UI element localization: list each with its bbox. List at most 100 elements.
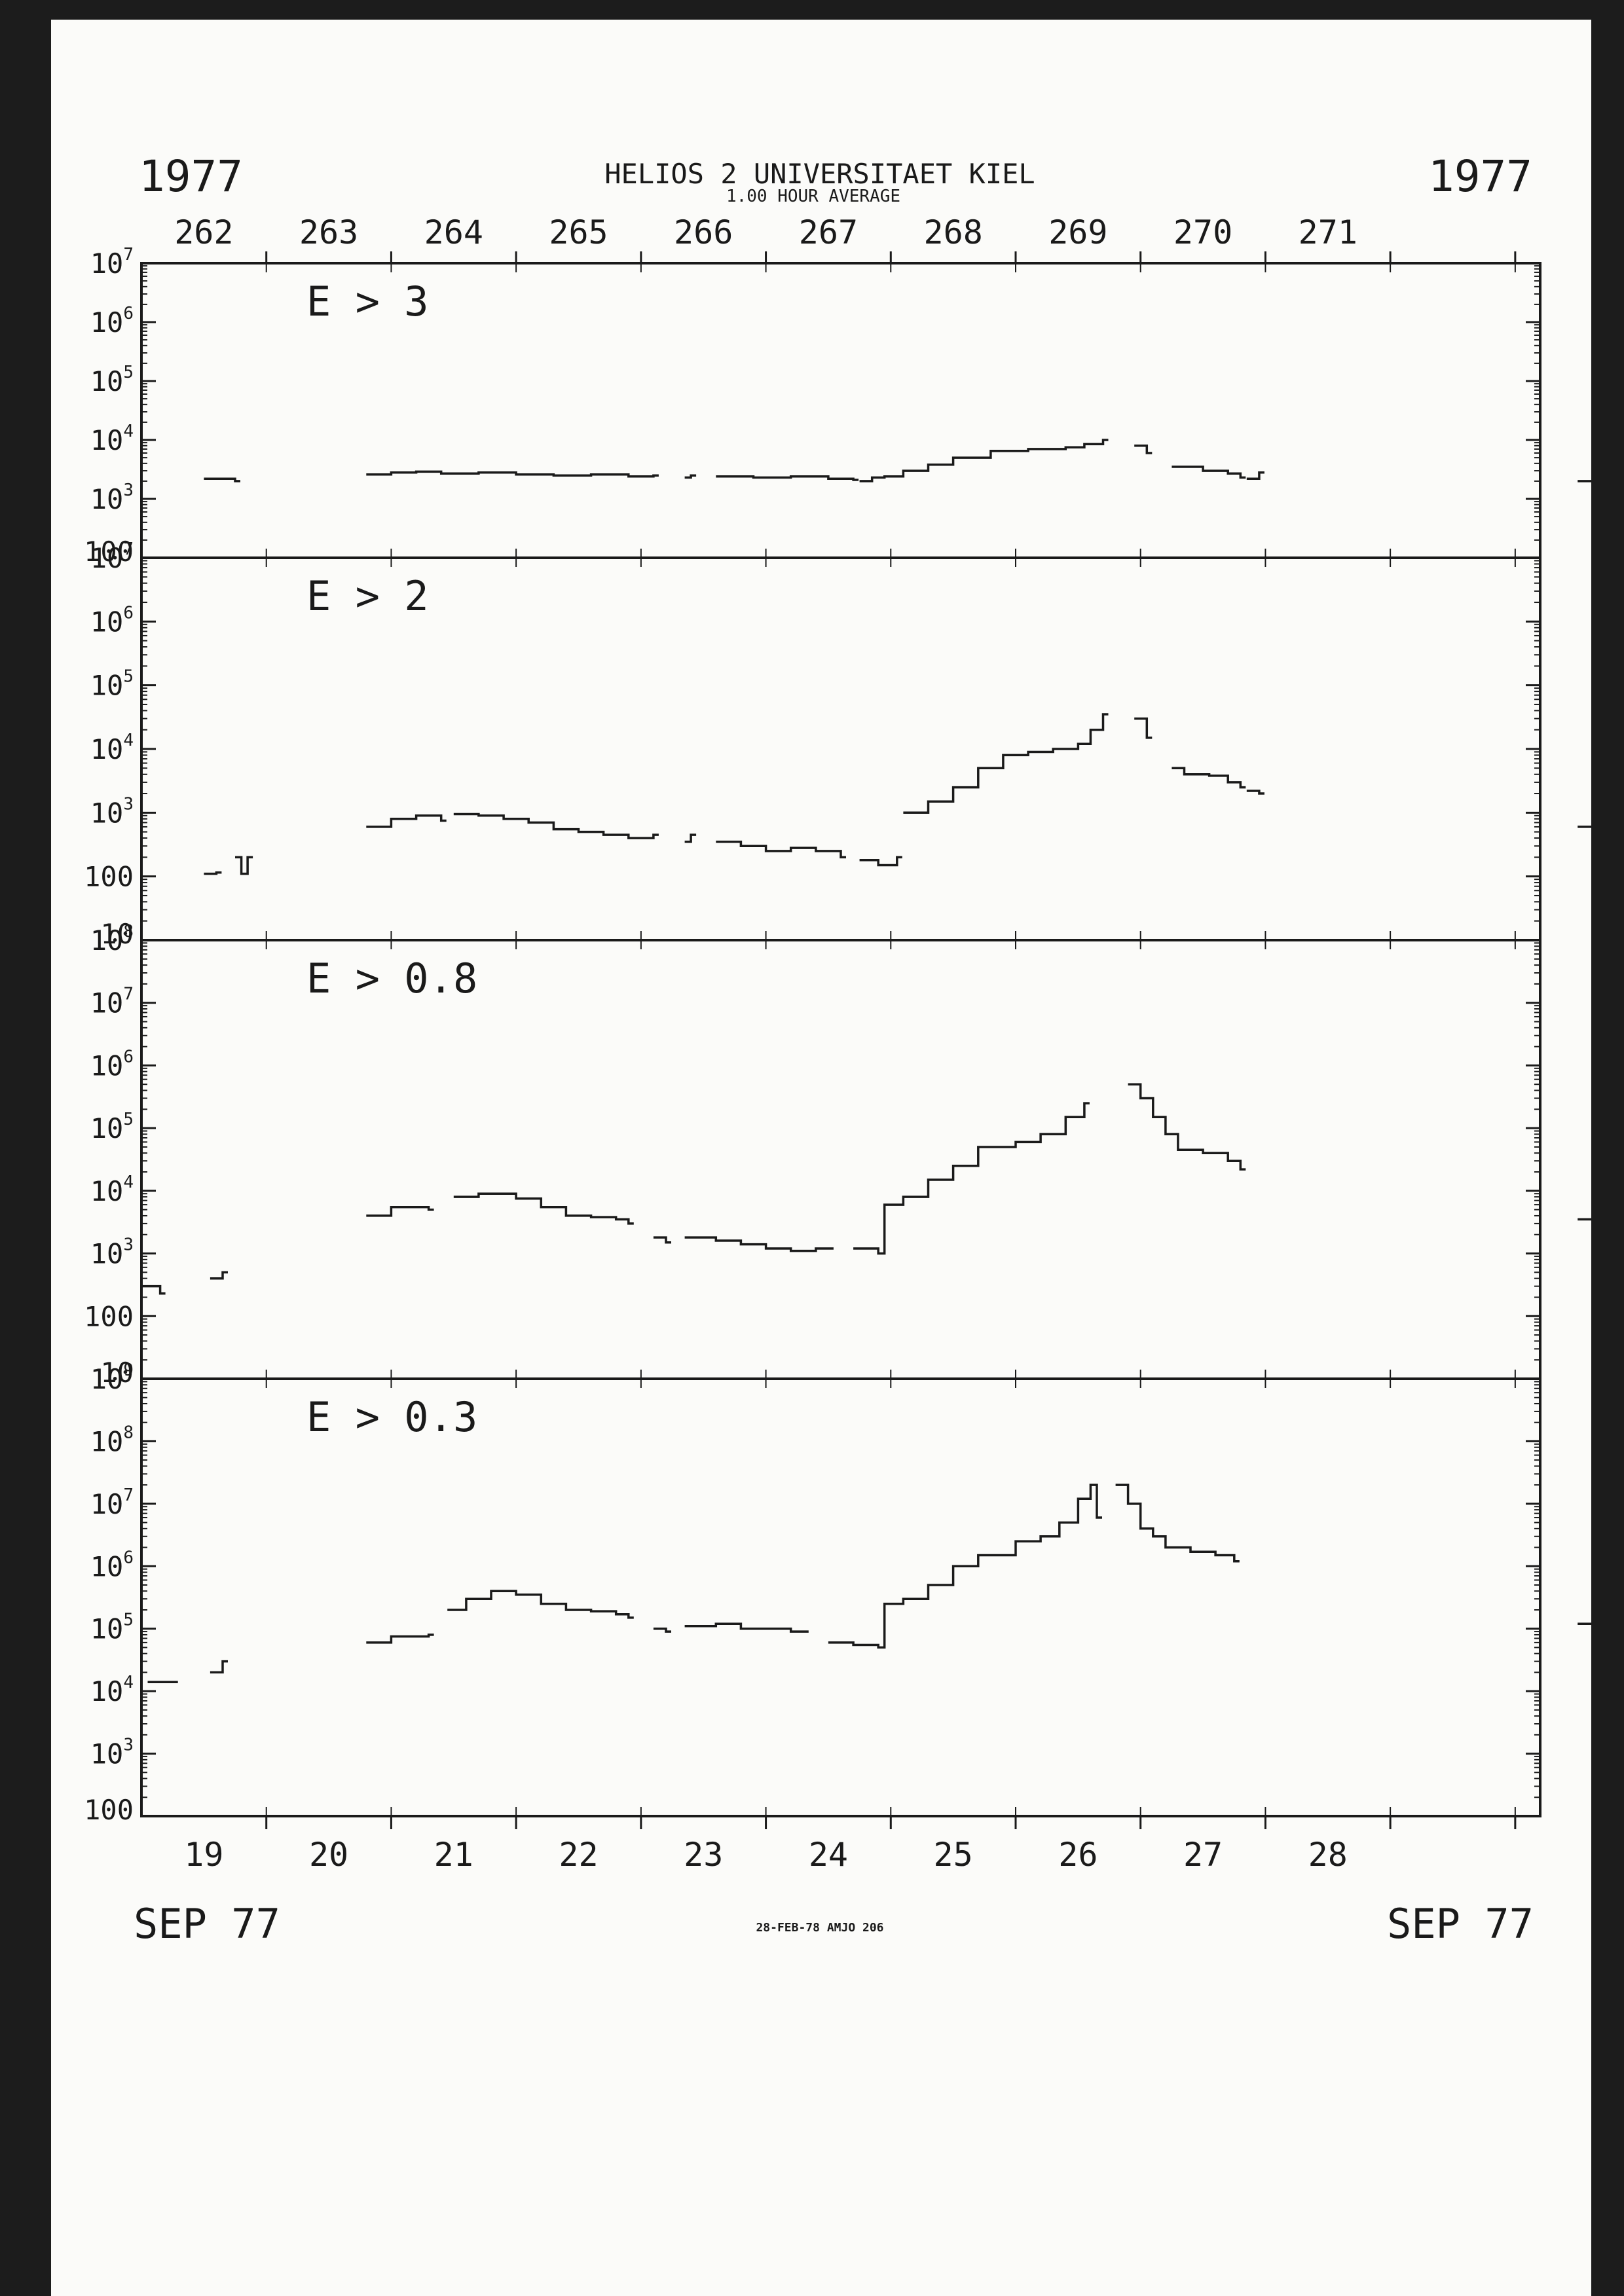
data-segment xyxy=(210,1271,228,1280)
date-label: 21 xyxy=(434,1836,473,1874)
data-segment xyxy=(903,713,1109,814)
doy-label: 266 xyxy=(674,213,733,251)
y-tick-label: 100 xyxy=(84,536,134,568)
y-tick-label: 105 xyxy=(90,1611,134,1645)
data-segment xyxy=(1134,717,1153,739)
y-tick-label: 10 xyxy=(100,918,134,950)
panel-label: E > 0.3 xyxy=(306,1393,477,1441)
date-label: 19 xyxy=(184,1836,223,1874)
y-tick-label: 103 xyxy=(90,794,134,829)
date-label: 24 xyxy=(809,1836,848,1874)
data-segment xyxy=(366,1633,434,1644)
data-segment xyxy=(1134,444,1153,454)
y-tick-label: 104 xyxy=(90,731,134,765)
plot-subtitle: 1.00 HOUR AVERAGE xyxy=(726,187,900,206)
panel-2: 10 100 103 104 105 106 107 E > 2 xyxy=(84,539,1591,950)
series-4 xyxy=(147,1484,1591,1683)
date-label: 27 xyxy=(1183,1836,1223,1874)
data-segment xyxy=(1128,1083,1246,1171)
date-label: 20 xyxy=(309,1836,348,1874)
data-segment xyxy=(366,470,659,478)
panel-frame xyxy=(140,1377,1541,1817)
doy-label: 267 xyxy=(799,213,858,251)
y-tick-label: 103 xyxy=(90,481,134,515)
doy-label: 262 xyxy=(174,213,233,251)
data-segment xyxy=(1246,471,1264,480)
data-segment xyxy=(684,474,697,479)
plot-stamp: 28-FEB-78 AMJO 206 xyxy=(756,1921,883,1935)
data-segment xyxy=(366,1205,434,1217)
doy-label: 271 xyxy=(1299,213,1357,251)
date-label: 26 xyxy=(1058,1836,1098,1874)
y-tick-label: 108 xyxy=(90,1423,134,1457)
y-tick-label: 106 xyxy=(90,1548,134,1582)
y-tick-label: 103 xyxy=(90,1235,134,1270)
data-segment xyxy=(1578,826,1591,828)
data-segment xyxy=(684,1622,809,1633)
series-2 xyxy=(204,713,1591,875)
data-segment xyxy=(235,856,253,875)
data-segment xyxy=(453,812,659,839)
data-segment xyxy=(366,814,447,828)
y-tick-label: 107 xyxy=(90,245,134,280)
y-tick-label: 104 xyxy=(90,422,134,456)
data-segment xyxy=(1172,767,1246,789)
data-segment xyxy=(828,1484,1102,1649)
data-segment xyxy=(1115,1484,1240,1563)
date-label: 23 xyxy=(684,1836,723,1874)
data-segment xyxy=(447,1590,634,1619)
y-tick-label: 107 xyxy=(90,985,134,1019)
data-segment xyxy=(210,1660,228,1674)
data-segment xyxy=(653,1236,671,1244)
data-segment xyxy=(859,439,1109,483)
doy-label: 265 xyxy=(549,213,608,251)
printout-sheet: 1977 1977 HELIOS 2 UNIVERSITAET KIEL 1.0… xyxy=(51,20,1591,2296)
doy-label: 268 xyxy=(923,213,982,251)
doy-axis-labels: 262 263 264 265 266 267 268 269 270 271 xyxy=(174,213,1517,262)
y-tick-label: 106 xyxy=(90,304,134,338)
panel-label: E > 2 xyxy=(306,572,429,620)
data-segment xyxy=(1578,1622,1591,1625)
panel-4: 100 103 104 105 106 107 108 109 E > 0.3 xyxy=(84,1360,1591,1826)
y-tick-label: 108 xyxy=(90,922,134,957)
data-segment xyxy=(1578,1218,1591,1221)
data-segment xyxy=(1246,790,1264,795)
panel-3: 10 100 103 104 105 106 107 108 E > 0.8 xyxy=(84,922,1591,1389)
month-left: SEP 77 xyxy=(134,1900,280,1948)
data-segment xyxy=(716,840,846,859)
data-segment xyxy=(141,1285,166,1295)
date-label: 25 xyxy=(934,1836,973,1874)
y-tick-label: 10 xyxy=(100,1357,134,1389)
data-segment xyxy=(684,833,697,843)
y-tick-label: 104 xyxy=(90,1173,134,1207)
y-tick-label: 105 xyxy=(90,667,134,702)
y-tick-label: 104 xyxy=(90,1673,134,1707)
month-right: SEP 77 xyxy=(1387,1900,1534,1948)
year-left: 1977 xyxy=(139,151,243,202)
panel-1: 100 103 104 105 106 107 E > 3 xyxy=(84,245,1591,568)
date-axis-labels: 19 20 21 22 23 24 25 26 27 28 xyxy=(184,1816,1517,1874)
data-segment xyxy=(204,477,240,483)
y-tick-label: 100 xyxy=(84,861,134,893)
series-1 xyxy=(204,439,1591,483)
y-tick-label: 107 xyxy=(90,1485,134,1520)
y-tick-label: 100 xyxy=(84,1794,134,1826)
data-segment xyxy=(453,1192,634,1225)
doy-label: 269 xyxy=(1048,213,1107,251)
y-tick-label: 103 xyxy=(90,1736,134,1770)
data-segment xyxy=(653,1627,671,1633)
panel-label: E > 0.8 xyxy=(306,955,477,1002)
series-3 xyxy=(141,1083,1591,1295)
data-segment xyxy=(684,1236,834,1252)
data-segment xyxy=(716,475,859,481)
doy-label: 263 xyxy=(299,213,358,251)
panel-frame xyxy=(140,939,1541,1380)
y-tick-label: 106 xyxy=(90,603,134,638)
data-segment xyxy=(853,1102,1090,1255)
y-tick-label: 105 xyxy=(90,1110,134,1144)
year-right: 1977 xyxy=(1428,151,1532,202)
panels: 100 103 104 105 106 107 E > 3 10 100 103 104 105 106… xyxy=(84,245,1591,1826)
data-segment xyxy=(1172,465,1246,479)
y-tick-label: 109 xyxy=(90,1360,134,1395)
date-label: 22 xyxy=(559,1836,598,1874)
